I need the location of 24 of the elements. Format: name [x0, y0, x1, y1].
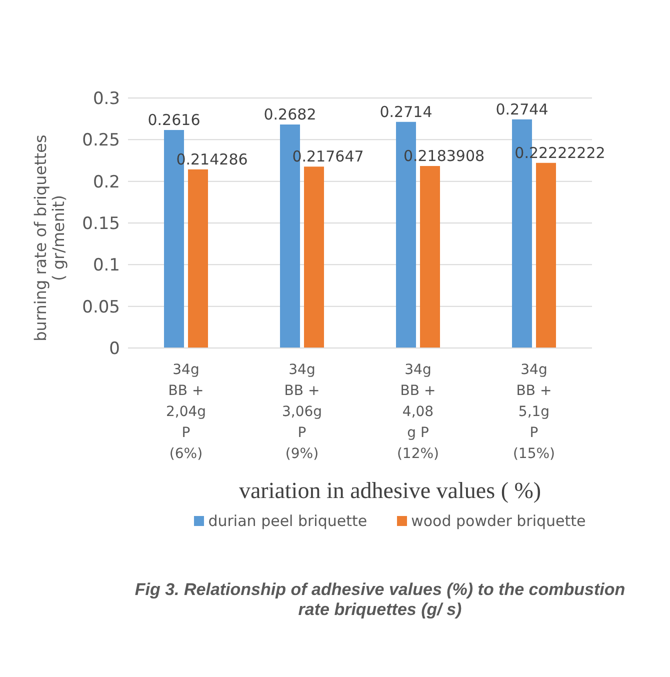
bar	[188, 169, 208, 348]
bar	[536, 162, 556, 348]
y-tick-label: 0.15	[82, 214, 120, 234]
x-tick-label: 34g BB + 2,04g P (6%)	[166, 362, 206, 462]
x-axis-title: variation in adhesive values ( %)	[238, 478, 542, 504]
x-tick-label: 34g BB + 5,1g P (15%)	[512, 362, 556, 462]
y-tick-label: 0.3	[92, 89, 120, 110]
text: Fig 3. Relationship of adhesive values (%) to the combustion rate briquettes (g/ s)	[134, 580, 626, 620]
y-tick-label: 0.25	[82, 130, 120, 151]
y-axis-title: burning rate of briquettes ( gr/menit)	[31, 134, 68, 342]
data-label: 0.2616	[148, 111, 200, 129]
data-label: 0.2744	[496, 100, 548, 118]
bar	[304, 166, 324, 348]
y-tick-label: 0.05	[82, 297, 120, 318]
legend-label: wood powder briquette	[411, 512, 586, 530]
legend-label: durian peel briquette	[208, 512, 368, 530]
x-tick-label: 34g BB + 4,08 g P (12%)	[396, 362, 440, 462]
data-label: 0.2682	[264, 106, 316, 124]
data-label: 0.2714	[380, 102, 432, 121]
bar	[420, 166, 440, 348]
y-tick-label: 0	[109, 339, 120, 360]
x-tick-label: 34g BB + 3,06g P (9%)	[282, 362, 322, 462]
y-tick-label: 0.1	[92, 256, 120, 276]
y-tick-label: 0.2	[92, 172, 120, 192]
